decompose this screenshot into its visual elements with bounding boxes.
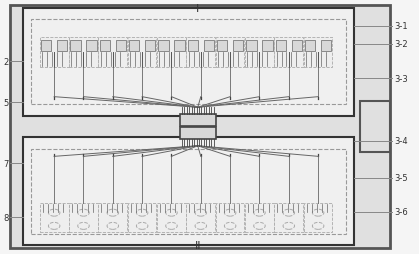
Bar [100,40,110,52]
Bar [262,40,273,52]
Bar [245,203,274,232]
Text: 3-6: 3-6 [394,208,408,217]
Bar [276,40,286,52]
Bar [180,114,215,126]
Bar [292,40,302,52]
Bar [180,128,215,140]
Bar [40,203,69,232]
Bar [157,203,186,232]
Bar [174,40,185,52]
Text: 3-1: 3-1 [394,22,408,31]
Bar [360,102,390,152]
Bar [274,203,303,232]
Bar [217,40,227,52]
Text: 8: 8 [3,213,8,222]
Bar [128,203,157,232]
Text: 3-5: 3-5 [394,173,408,182]
Text: 5: 5 [3,98,8,107]
Bar [69,38,98,67]
Bar [233,40,243,52]
Bar [186,203,215,232]
Bar [31,150,346,234]
Bar [23,137,354,245]
Text: 3-3: 3-3 [394,74,408,83]
Bar [116,40,126,52]
Bar [40,38,69,67]
Bar [186,38,215,67]
Text: 3-2: 3-2 [394,40,408,49]
Text: I: I [196,4,199,14]
Bar [41,40,51,52]
Bar [216,203,245,232]
Bar [128,38,157,67]
Bar [204,40,214,52]
Bar [188,40,198,52]
Bar [245,38,274,67]
Text: II: II [194,240,201,250]
FancyBboxPatch shape [10,6,390,248]
Bar [157,38,186,67]
Bar [98,203,127,232]
Bar [69,203,98,232]
Bar [216,38,245,67]
Bar [246,40,256,52]
Bar [86,40,97,52]
Bar [31,20,346,104]
Bar [145,40,155,52]
Bar [23,9,354,117]
Text: 2: 2 [3,58,8,67]
Bar [304,203,333,232]
Text: 7: 7 [3,159,8,168]
Bar [274,38,303,67]
Bar [57,40,67,52]
Bar [98,38,127,67]
Bar [304,38,333,67]
Bar [129,40,139,52]
Text: 3-4: 3-4 [394,136,408,146]
Bar [321,40,331,52]
Bar [158,40,168,52]
Bar [305,40,315,52]
Bar [70,40,80,52]
